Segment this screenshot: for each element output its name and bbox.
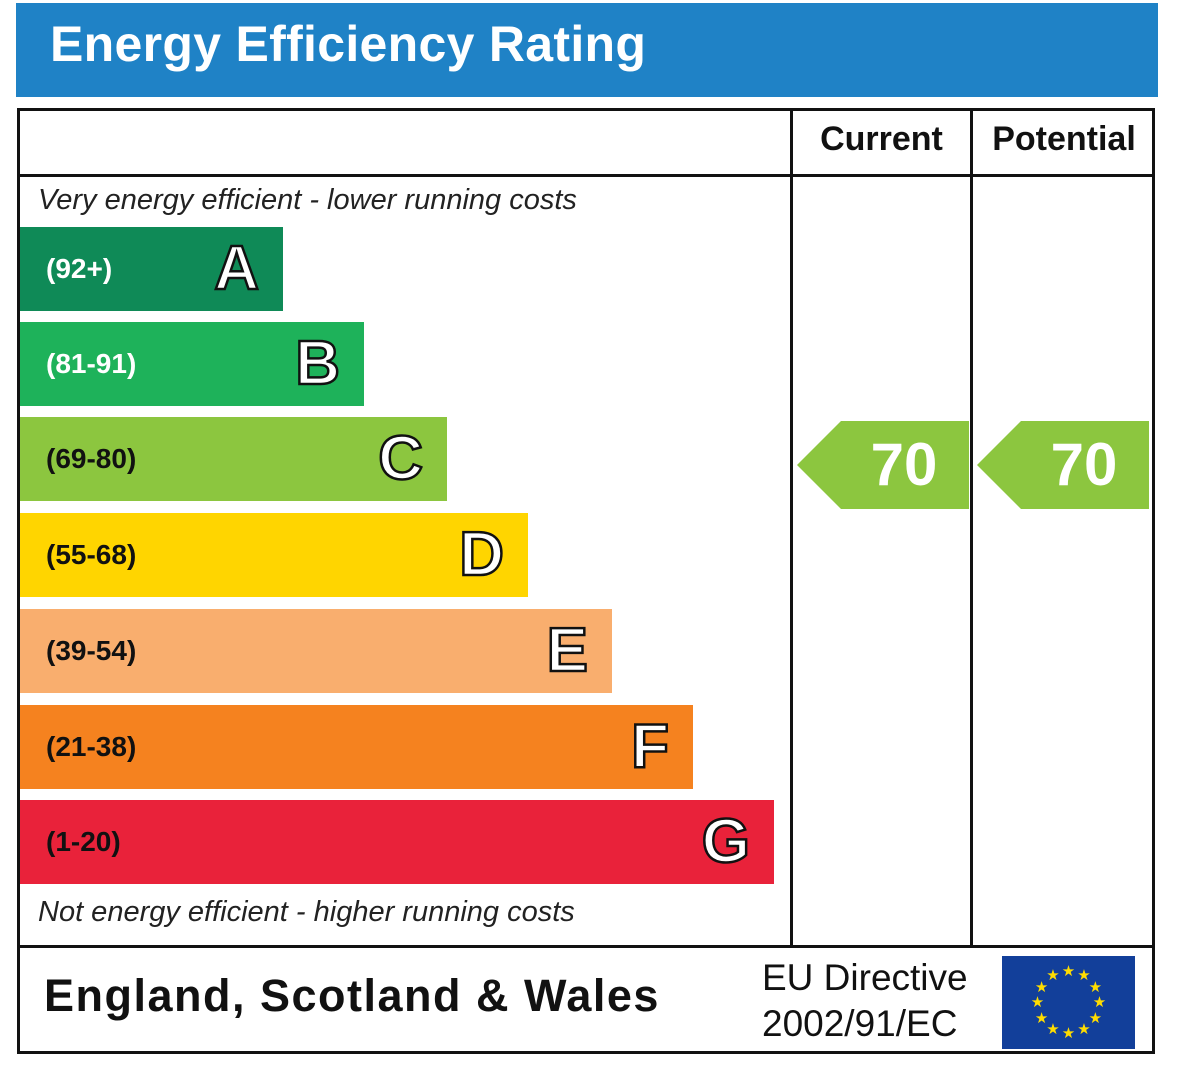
eu-star-icon: ★ <box>1061 963 1076 980</box>
eu-star-icon: ★ <box>1046 967 1060 985</box>
band-f: (21-38) F <box>20 705 693 789</box>
potential-column-divider <box>970 108 973 948</box>
band-a: (92+) A <box>20 227 283 311</box>
eu-star-icon: ★ <box>1092 994 1107 1011</box>
current-rating-arrow: 70 <box>797 421 969 509</box>
band-c: (69-80) C <box>20 417 447 501</box>
current-arrow-polygon <box>797 421 969 509</box>
band-d-letter: D <box>458 519 505 591</box>
eu-star-icon: ★ <box>1030 994 1045 1011</box>
band-c-range: (69-80) <box>46 443 137 474</box>
eu-star-icon: ★ <box>1088 978 1103 996</box>
eu-star-icon: ★ <box>1061 1025 1076 1042</box>
potential-rating-value: 70 <box>1050 431 1118 498</box>
eu-star-icon: ★ <box>1088 1009 1103 1027</box>
current-arrow-shape <box>797 421 969 509</box>
band-a-letter: A <box>213 233 260 305</box>
current-column-divider <box>790 108 793 948</box>
potential-rating-arrow: 70 <box>977 421 1149 509</box>
eu-star-icon: ★ <box>1077 1020 1091 1038</box>
band-c-letter: C <box>377 423 424 495</box>
band-f-range: (21-38) <box>46 731 137 762</box>
band-d-range: (55-68) <box>46 539 137 570</box>
region-label: England, Scotland & Wales <box>44 970 660 1021</box>
band-g: (1-20) G <box>20 800 774 884</box>
band-e: (39-54) E <box>20 609 612 693</box>
potential-column-header: Potential <box>992 120 1136 158</box>
title-bar: Energy Efficiency Rating <box>16 3 1158 97</box>
band-b-letter: B <box>294 328 341 400</box>
eu-star-icon: ★ <box>1034 978 1049 996</box>
footer-divider <box>17 945 1155 948</box>
rating-frame <box>17 108 1155 1054</box>
bottom-note: Not energy efficient - higher running co… <box>38 896 575 928</box>
band-e-letter: E <box>545 615 589 687</box>
chart-title: Energy Efficiency Rating <box>50 16 647 72</box>
top-note: Very energy efficient - lower running co… <box>38 184 577 216</box>
eu-star-icon: ★ <box>1046 1020 1060 1038</box>
directive-line-1: EU Directive <box>762 957 968 998</box>
directive-line-2: 2002/91/EC <box>762 1003 958 1044</box>
eu-flag-icon: ★ ★ ★ ★ ★ ★ ★ ★ ★ ★ ★ ★ <box>1002 956 1135 1049</box>
band-d: (55-68) D <box>20 513 528 597</box>
potential-arrow-shape <box>977 421 1149 509</box>
eu-star-icon: ★ <box>1077 967 1091 985</box>
eu-star-icon: ★ <box>1034 1009 1049 1027</box>
band-g-letter: G <box>701 806 752 878</box>
current-column-header: Current <box>820 120 943 158</box>
band-b-range: (81-91) <box>46 348 137 379</box>
potential-arrow-polygon <box>977 421 1149 509</box>
band-f-letter: F <box>630 711 670 783</box>
band-a-range: (92+) <box>46 253 113 284</box>
band-g-range: (1-20) <box>46 826 121 857</box>
current-rating-value: 70 <box>870 431 938 498</box>
band-b: (81-91) B <box>20 322 364 406</box>
band-e-range: (39-54) <box>46 635 137 666</box>
header-divider <box>17 174 1155 177</box>
